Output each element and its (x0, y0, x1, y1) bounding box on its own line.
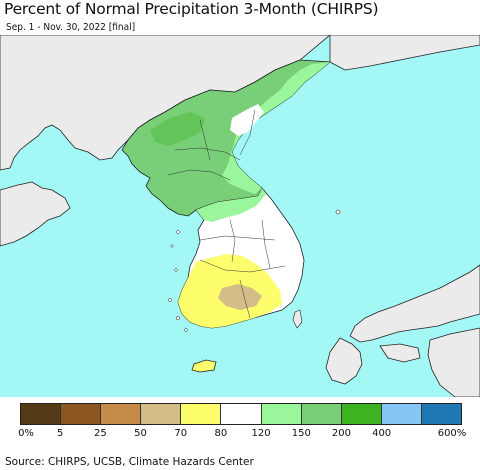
map-title: Percent of Normal Precipitation 3-Month … (4, 0, 379, 18)
legend-tick-label: 5 (56, 428, 64, 439)
map-subtitle: Sep. 1 - Nov. 30, 2022 [final] (6, 22, 136, 33)
ulleung-island (335, 209, 341, 215)
west-coast-islands (168, 230, 188, 332)
legend-swatch (261, 404, 302, 424)
legend-swatch (341, 404, 382, 424)
legend-swatch (21, 404, 62, 424)
legend-swatch (61, 404, 102, 424)
legend-tick-label: 25 (93, 428, 107, 439)
japan-land (349, 264, 480, 343)
japan-honshu-east (427, 327, 480, 397)
japan-shikoku (379, 343, 421, 363)
legend-tick-label: 150 (291, 428, 311, 439)
legend-swatch (381, 404, 422, 424)
legend-tick-label: 400 (372, 428, 392, 439)
legend-swatch (101, 404, 142, 424)
legend-tick-label: 0% (18, 428, 34, 439)
province-boundaries (167, 109, 286, 319)
legend-swatch (301, 404, 342, 424)
legend-swatch (141, 404, 182, 424)
legend-tick-label: 120 (251, 428, 271, 439)
tsushima-island (292, 309, 303, 329)
legend-swatch (181, 404, 222, 424)
china-land-south (0, 181, 71, 247)
japan-kyushu (325, 337, 363, 385)
legend-swatch (421, 404, 462, 424)
south-korea-tan-zone (218, 284, 262, 310)
north-korea-white-patch (230, 104, 264, 136)
legend-tick-label: 70 (174, 428, 188, 439)
source-credit: Source: CHIRPS, UCSB, Climate Hazards Ce… (5, 456, 254, 468)
north-korea-dark-zone (150, 112, 205, 146)
legend-tick-label: 200 (331, 428, 351, 439)
south-korea-green-zone (196, 188, 266, 222)
russia-land (329, 35, 480, 71)
jeju-island (191, 359, 217, 373)
precipitation-map (0, 35, 480, 397)
legend-swatch (221, 404, 262, 424)
legend-tick-label: 80 (214, 428, 228, 439)
legend-tick-label: 600% (437, 428, 467, 439)
legend-tick-label: 50 (134, 428, 147, 439)
legend-color-bar (20, 403, 462, 425)
